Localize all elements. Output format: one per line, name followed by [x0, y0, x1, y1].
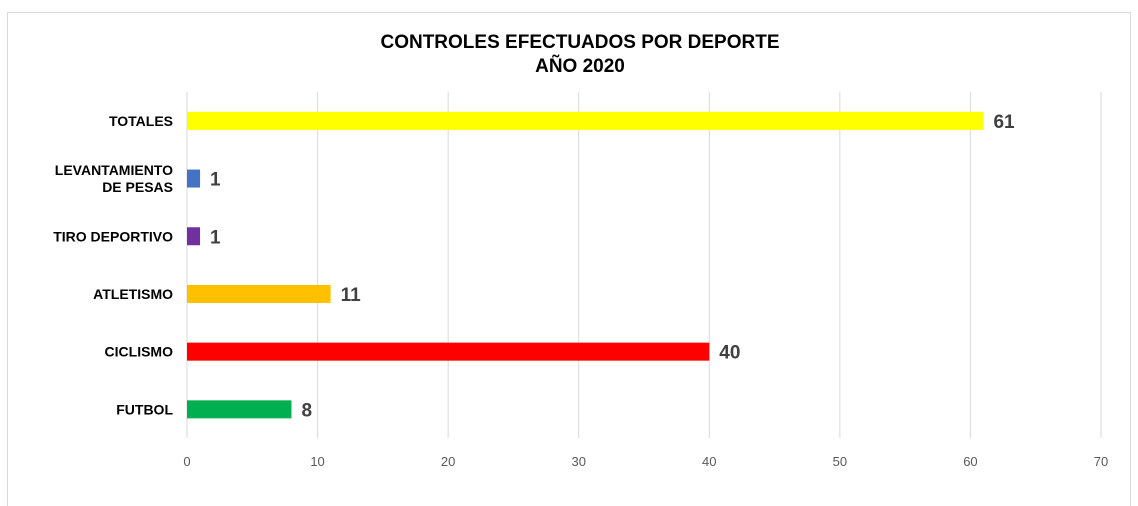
x-tick-label: 60 — [963, 454, 977, 469]
bar — [187, 400, 292, 419]
x-tick-label: 40 — [702, 454, 716, 469]
bar — [187, 227, 201, 246]
data-label: 40 — [719, 343, 740, 364]
category-label: DE PESAS — [102, 179, 173, 195]
x-tick-label: 20 — [441, 454, 455, 469]
chart-area — [7, 12, 1131, 506]
bar — [187, 342, 710, 361]
bar — [187, 284, 331, 303]
x-tick-label: 70 — [1094, 454, 1108, 469]
x-tick-label: 50 — [833, 454, 847, 469]
x-tick-label: 0 — [183, 454, 190, 469]
data-label: 1 — [210, 170, 221, 191]
bar — [187, 169, 201, 188]
x-tick-label: 10 — [310, 454, 324, 469]
data-label: 1 — [210, 227, 221, 248]
data-label: 61 — [993, 112, 1015, 133]
bar — [187, 111, 984, 130]
data-label: 8 — [301, 400, 312, 421]
category-label: TIRO DEPORTIVO — [53, 228, 173, 244]
chart-title-line: AÑO 2020 — [535, 55, 625, 77]
data-label: 11 — [341, 285, 362, 306]
category-label: ATLETISMO — [93, 286, 173, 302]
chart-title-line: CONTROLES EFECTUADOS POR DEPORTE — [380, 32, 779, 53]
x-tick-label: 30 — [571, 454, 585, 469]
category-label: FUTBOL — [116, 401, 173, 417]
category-label: CICLISMO — [105, 344, 174, 360]
category-label: TOTALES — [109, 113, 173, 129]
category-label: LEVANTAMIENTO — [55, 162, 173, 178]
